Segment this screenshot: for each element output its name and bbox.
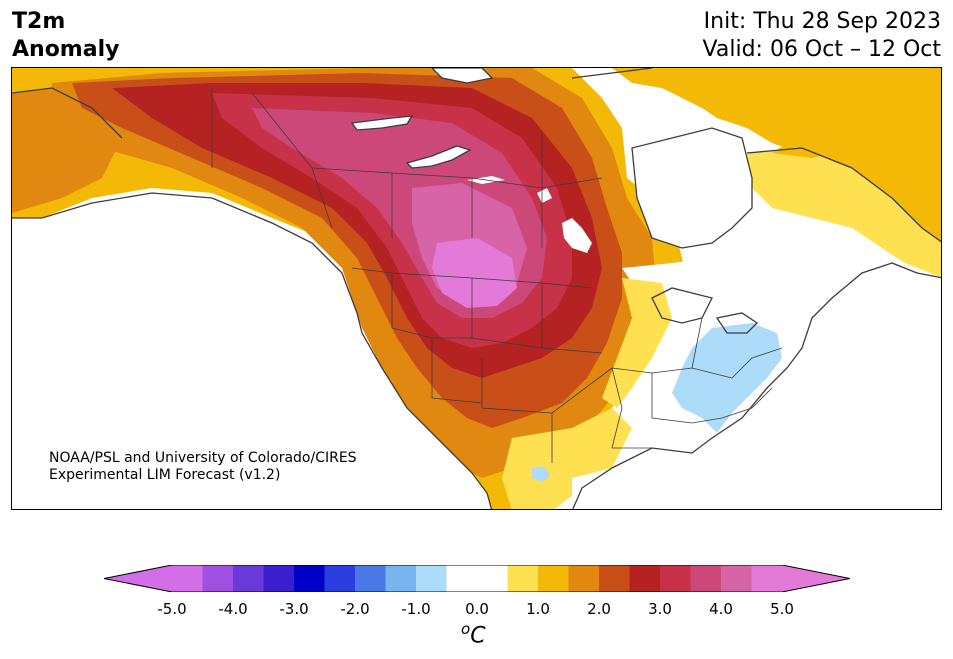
- colorbar-tick-label: -4.0: [218, 600, 248, 618]
- colorbar-cell: [538, 565, 569, 592]
- colorbar-cell: [324, 565, 356, 592]
- colorbar-cell: [690, 565, 722, 592]
- colorbar-cell: [568, 565, 600, 592]
- colorbar-tick-label: -5.0: [157, 600, 187, 618]
- colorbar-extend-low: [104, 565, 172, 592]
- colorbar-tick-label: 1.0: [526, 600, 550, 618]
- colorbar-cell: [721, 565, 752, 592]
- forecast-dates: Init: Thu 28 Sep 2023 Valid: 06 Oct – 12…: [703, 8, 941, 64]
- init-date: Init: Thu 28 Sep 2023: [703, 9, 941, 34]
- colorbar-cell: [233, 565, 264, 592]
- colorbar-cell: [294, 565, 325, 592]
- colorbar-cell: [751, 565, 783, 592]
- map-canvas: [12, 68, 941, 509]
- cool-anomaly: [672, 323, 782, 433]
- valid-dates: Valid: 06 Oct – 12 Oct: [702, 37, 941, 62]
- unit-label: oC: [461, 620, 486, 648]
- colorbar-cell: [660, 565, 691, 592]
- title-line-1: T2m: [12, 9, 66, 34]
- colorbar-tick-label: 2.0: [587, 600, 611, 618]
- colorbar-cell: [629, 565, 661, 592]
- colorbar-cell: [446, 565, 508, 592]
- colorbar-cell: [263, 565, 295, 592]
- colorbar-tick-label: 3.0: [648, 600, 672, 618]
- colorbar-cell: [202, 565, 234, 592]
- colorbar: [104, 565, 850, 592]
- colorbar-tick-label: -2.0: [340, 600, 370, 618]
- colorbar-cells: [172, 565, 783, 592]
- colorbar-tick-label: 4.0: [709, 600, 733, 618]
- colorbar-cell: [385, 565, 417, 592]
- colorbar-extend-high: [782, 565, 850, 592]
- colorbar-cell: [599, 565, 630, 592]
- unit-superscript: o: [461, 620, 471, 638]
- anomaly-map: [11, 67, 942, 510]
- colorbar-cell: [355, 565, 386, 592]
- map-title: T2m Anomaly: [12, 8, 119, 64]
- colorbar-tick-label: 5.0: [770, 600, 794, 618]
- title-line-2: Anomaly: [12, 37, 120, 62]
- credit-line-1: NOAA/PSL and University of Colorado/CIRE…: [49, 450, 357, 466]
- credit-text: NOAA/PSL and University of Colorado/CIRE…: [49, 450, 357, 484]
- colorbar-tick-label: -1.0: [401, 600, 431, 618]
- colorbar-cell: [507, 565, 539, 592]
- colorbar-tick-label: 0.0: [465, 600, 489, 618]
- colorbar-tick-label: -3.0: [279, 600, 309, 618]
- credit-line-2: Experimental LIM Forecast (v1.2): [49, 467, 281, 483]
- unit-letter: C: [470, 623, 486, 649]
- colorbar-cell: [416, 565, 447, 592]
- colorbar-cell: [172, 565, 203, 592]
